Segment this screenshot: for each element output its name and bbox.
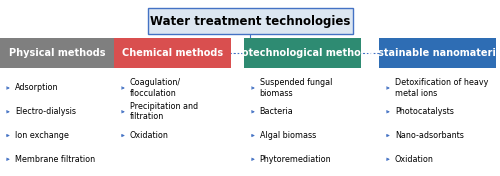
Text: Electro-dialysis: Electro-dialysis [15,107,76,116]
Text: Bacteria: Bacteria [260,107,294,116]
Text: Sustainable nanomaterials: Sustainable nanomaterials [364,48,500,58]
Text: Oxidation: Oxidation [395,155,434,164]
Text: Biotechnological methods: Biotechnological methods [231,48,374,58]
Text: Adsorption: Adsorption [15,83,58,93]
Text: Suspended fungal
biomass: Suspended fungal biomass [260,78,332,98]
Text: Chemical methods: Chemical methods [122,48,223,58]
Text: Water treatment technologies: Water treatment technologies [150,15,350,28]
Text: Photocatalysts: Photocatalysts [395,107,454,116]
Text: Ion exchange: Ion exchange [15,131,68,140]
Text: Oxidation: Oxidation [130,131,168,140]
FancyBboxPatch shape [379,38,496,68]
FancyBboxPatch shape [244,38,361,68]
FancyBboxPatch shape [114,38,231,68]
Text: Phytoremediation: Phytoremediation [260,155,332,164]
FancyBboxPatch shape [0,38,116,68]
Text: Nano-adsorbants: Nano-adsorbants [395,131,464,140]
Text: Physical methods: Physical methods [9,48,106,58]
FancyBboxPatch shape [148,8,352,34]
Text: Algal biomass: Algal biomass [260,131,316,140]
Text: Detoxification of heavy
metal ions: Detoxification of heavy metal ions [395,78,488,98]
Text: Coagulation/
flocculation: Coagulation/ flocculation [130,78,181,98]
Text: Precipitation and
filtration: Precipitation and filtration [130,102,198,121]
Text: Membrane filtration: Membrane filtration [15,155,95,164]
